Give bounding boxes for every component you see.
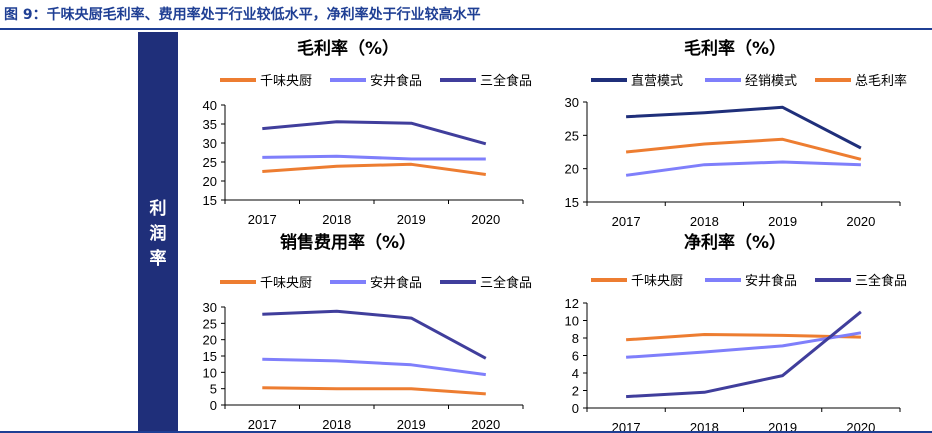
x-tick-label: 2020 bbox=[471, 212, 500, 227]
x-tick-label: 2017 bbox=[248, 417, 277, 432]
x-tick-label: 2020 bbox=[471, 417, 500, 432]
y-tick-label: 30 bbox=[203, 136, 217, 151]
legend-label: 安井食品 bbox=[745, 273, 797, 289]
legend-label: 经销模式 bbox=[745, 74, 797, 89]
series-line bbox=[625, 137, 862, 161]
series-line bbox=[625, 333, 861, 342]
x-tick-label: 2018 bbox=[690, 214, 719, 229]
y-tick-label: 0 bbox=[572, 401, 579, 416]
header-rule bbox=[0, 28, 932, 30]
x-tick-label: 2019 bbox=[397, 417, 426, 432]
series-line bbox=[626, 310, 862, 399]
y-tick-label: 25 bbox=[203, 316, 217, 331]
legend-label: 安井食品 bbox=[370, 73, 422, 89]
x-tick-label: 2019 bbox=[768, 420, 797, 433]
side-label-char-3: 率 bbox=[149, 249, 167, 269]
x-tick-label: 2017 bbox=[612, 214, 641, 229]
x-tick-label: 2018 bbox=[322, 417, 351, 432]
y-tick-label: 6 bbox=[572, 349, 579, 364]
x-tick-label: 2019 bbox=[397, 212, 426, 227]
y-tick-label: 40 bbox=[203, 98, 217, 113]
y-tick-label: 15 bbox=[565, 195, 579, 210]
chart-title: 毛利率（%） bbox=[684, 38, 786, 59]
series-line bbox=[262, 162, 487, 176]
chart-title: 销售费用率（%） bbox=[280, 232, 416, 253]
legend-label: 千味央厨 bbox=[260, 74, 312, 89]
y-tick-label: 10 bbox=[565, 314, 579, 329]
side-label-char-2: 润 bbox=[149, 224, 167, 244]
y-tick-label: 30 bbox=[565, 95, 579, 110]
y-tick-label: 20 bbox=[203, 333, 217, 348]
y-tick-label: 2 bbox=[572, 384, 579, 399]
series-line bbox=[262, 154, 486, 161]
series-line bbox=[625, 160, 861, 177]
x-tick-label: 2019 bbox=[768, 214, 797, 229]
figure-title: 图 9：千味央厨毛利率、费用率处于行业较低水平，净利率处于行业较高水平 bbox=[4, 7, 481, 23]
side-label-char-1: 利 bbox=[149, 199, 167, 219]
x-tick-label: 2018 bbox=[322, 212, 351, 227]
series-line bbox=[262, 309, 487, 360]
x-tick-label: 2018 bbox=[690, 420, 719, 433]
y-tick-label: 0 bbox=[210, 398, 217, 413]
y-tick-label: 35 bbox=[203, 117, 217, 132]
x-tick-label: 2017 bbox=[248, 212, 277, 227]
chart-gross-margin-companies: 毛利率（%） 千味央厨 安井食品 三全食品 15 20 25 30 35 40 2017 2018 20… bbox=[203, 38, 532, 227]
y-tick-label: 20 bbox=[565, 162, 579, 177]
x-tick-label: 2017 bbox=[612, 420, 641, 433]
side-band: 利 润 率 bbox=[138, 32, 178, 433]
chart-title: 毛利率（%） bbox=[297, 38, 399, 59]
y-tick-label: 20 bbox=[203, 174, 217, 189]
chart-net-margin: 净利率（%） 千味央厨 安井食品 三全食品 0 2 4 6 8 10 12 2017 2018 2019 2… bbox=[565, 232, 907, 433]
legend-label: 三全食品 bbox=[855, 273, 907, 289]
chart-gross-margin-channels: 毛利率（%）直营模式 经销模式 总毛利率 15 20 25 30 2017 2018 2019 20… bbox=[565, 38, 907, 229]
y-tick-label: 15 bbox=[203, 193, 217, 208]
legend-label: 三全食品 bbox=[480, 275, 532, 291]
y-tick-label: 25 bbox=[203, 155, 217, 170]
chart-title: 净利率（%） bbox=[684, 232, 786, 253]
series-line bbox=[262, 386, 486, 396]
legend-label: 总毛利率 bbox=[855, 73, 907, 89]
x-tick-label: 2020 bbox=[846, 420, 875, 433]
y-tick-label: 4 bbox=[572, 366, 579, 381]
legend-label: 三全食品 bbox=[480, 73, 532, 89]
bottom-rule bbox=[0, 431, 932, 433]
series-line bbox=[625, 331, 862, 359]
y-tick-label: 5 bbox=[210, 382, 217, 397]
legend-label: 千味央厨 bbox=[260, 276, 312, 291]
series-line bbox=[262, 357, 486, 377]
figure-header: 图 9：千味央厨毛利率、费用率处于行业较低水平，净利率处于行业较高水平 bbox=[0, 0, 932, 26]
y-tick-label: 25 bbox=[565, 128, 579, 143]
series-line bbox=[262, 120, 487, 146]
legend-label: 直营模式 bbox=[631, 74, 683, 89]
x-tick-label: 2020 bbox=[846, 214, 875, 229]
y-tick-label: 10 bbox=[203, 365, 217, 380]
legend-label: 安井食品 bbox=[370, 275, 422, 291]
legend-label: 千味央厨 bbox=[631, 274, 683, 289]
y-tick-label: 8 bbox=[572, 331, 579, 346]
y-tick-label: 15 bbox=[203, 349, 217, 364]
y-tick-label: 30 bbox=[203, 300, 217, 315]
y-tick-label: 12 bbox=[565, 296, 579, 311]
series-line bbox=[626, 105, 862, 150]
